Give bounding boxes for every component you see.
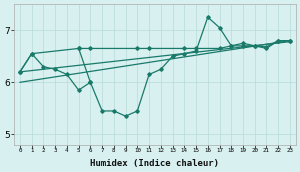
- X-axis label: Humidex (Indice chaleur): Humidex (Indice chaleur): [91, 159, 220, 168]
